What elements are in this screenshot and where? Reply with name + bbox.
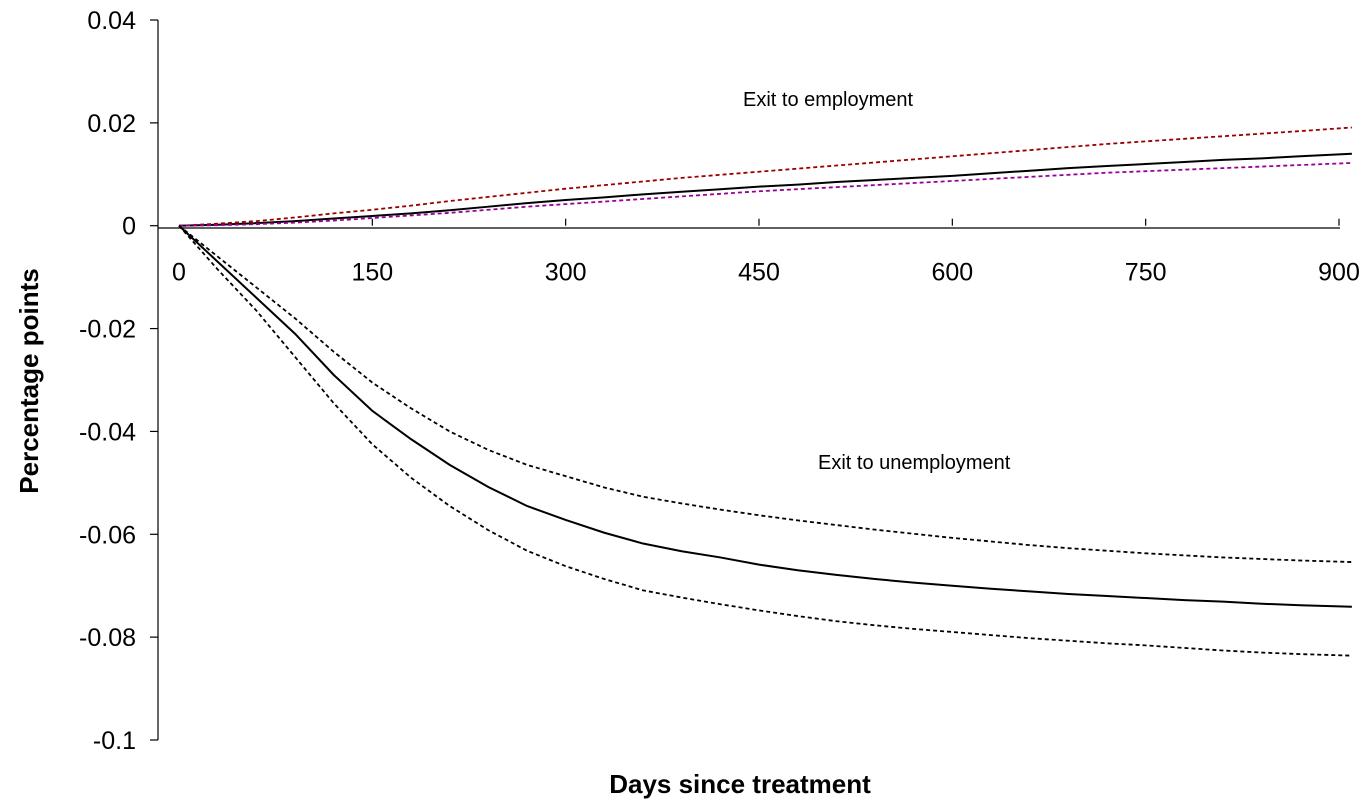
tick-labels: 0.04 0.02 0 -0.02 -0.04 -0.06 -0.08 -0.1 0 150 300… [79, 7, 1360, 755]
y-tick-label: 0.04 [87, 7, 136, 35]
series-exit-to-employment-upper-bound [178, 126, 1352, 227]
x-tick-label: 750 [1125, 259, 1167, 287]
tick-marks [150, 19, 1340, 741]
annotation-exit-to-unemployment: Exit to unemployment [818, 452, 1011, 474]
y-axis-title: Percentage points [14, 268, 44, 493]
y-tick-label: -0.04 [79, 418, 136, 446]
plot-lines [178, 126, 1352, 657]
x-tick-label: 150 [351, 259, 393, 287]
x-tick-label: 600 [931, 259, 973, 287]
y-tick-label: -0.08 [79, 624, 136, 652]
series-exit-to-unemployment-upper-bound [178, 225, 1352, 563]
x-tick-label: 900 [1318, 259, 1360, 287]
y-tick-label: -0.02 [79, 316, 136, 344]
series-exit-to-employment-estimate [178, 152, 1352, 227]
series-exit-to-employment-lower-bound [178, 162, 1352, 227]
x-axis-title: Days since treatment [609, 769, 871, 799]
x-tick-label: 0 [172, 259, 186, 287]
y-tick-label: 0 [122, 213, 136, 241]
x-tick-label: 300 [545, 259, 587, 287]
axes [157, 20, 1340, 740]
y-tick-label: -0.1 [93, 727, 136, 755]
annotation-exit-to-employment: Exit to employment [743, 89, 914, 111]
series-exit-to-unemployment-lower-bound [178, 225, 1352, 657]
x-tick-label: 450 [738, 259, 780, 287]
series-exit-to-unemployment-estimate [178, 224, 1352, 608]
y-tick-label: 0.02 [87, 110, 136, 138]
y-tick-label: -0.06 [79, 521, 136, 549]
